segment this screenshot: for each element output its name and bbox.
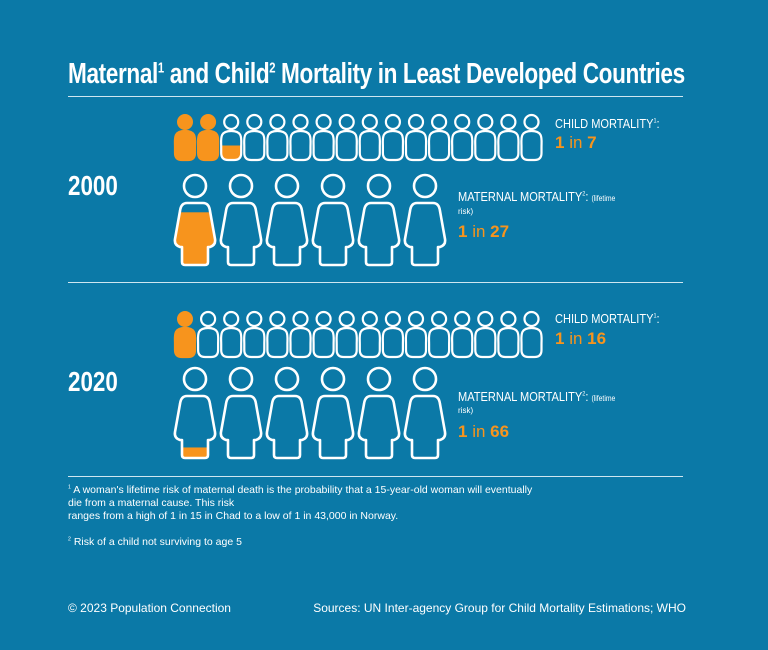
woman-figure-icon	[357, 173, 401, 267]
woman-figure-icon	[173, 366, 217, 460]
footnote-1: 1 A woman's lifetime risk of maternal de…	[68, 484, 533, 522]
child-figure-icon	[381, 113, 405, 162]
child-figure-icon	[335, 113, 358, 162]
fill-level	[174, 328, 196, 357]
title-divider	[68, 96, 683, 97]
maternal-mortality-note: risk)	[458, 207, 474, 216]
child-figure-icon	[427, 310, 451, 359]
child-figure-icon	[427, 113, 451, 162]
child-figure-icon	[497, 310, 520, 359]
child-mortality-label: CHILD MORTALITY1:	[555, 116, 660, 131]
child-figure-icon	[173, 114, 197, 162]
child-mortality-label: CHILD MORTALITY1:	[555, 311, 660, 326]
child-figure-icon	[497, 113, 520, 162]
woman-figure-icon	[219, 173, 263, 267]
child-figure-icon	[335, 310, 358, 359]
child-figure-icon	[312, 113, 335, 162]
child-figure-icon	[219, 113, 243, 162]
child-figure-icon	[173, 311, 197, 359]
maternal-mortality-value: 1 in 27	[458, 222, 510, 241]
fill-level	[197, 131, 219, 160]
woman-figure-icon	[403, 366, 447, 460]
woman-figure-icon	[265, 173, 309, 267]
child-figure-icon	[312, 310, 335, 359]
child-figure-icon	[196, 310, 220, 359]
child-figure-icon	[243, 113, 266, 162]
maternal-mortality-label: MATERNAL MORTALITY2: (lifetime	[458, 189, 616, 204]
child-figure-icon	[520, 310, 543, 359]
child-figure-icon	[474, 310, 497, 359]
copyright: © 2023 Population Connection	[68, 601, 231, 615]
woman-figure-icon	[173, 173, 217, 267]
child-figure-icon	[404, 113, 428, 162]
footnote-2: 2 Risk of a child not surviving to age 5	[68, 536, 242, 548]
child-figure-icon	[520, 113, 543, 162]
child-figure-icon	[381, 310, 405, 359]
woman-figure-icon	[311, 173, 355, 267]
woman-figure-icon	[265, 366, 309, 460]
woman-figure-icon	[357, 366, 401, 460]
child-figure-icon	[266, 310, 289, 359]
child-figure-icon	[243, 310, 266, 359]
year-label-2000: 2000	[68, 170, 118, 201]
woman-figure-icon	[403, 173, 447, 267]
maternal-mortality-label: MATERNAL MORTALITY2: (lifetime	[458, 389, 616, 404]
child-mortality-value: 1 in 7	[555, 133, 597, 152]
child-figure-icon	[196, 114, 220, 162]
child-mortality-value: 1 in 16	[555, 329, 607, 348]
footnote-divider	[68, 476, 683, 477]
fill-level	[174, 131, 196, 160]
child-figure-icon	[450, 113, 474, 162]
child-figure-icon	[474, 113, 497, 162]
sources: Sources: UN Inter-agency Group for Child…	[313, 601, 686, 615]
maternal-mortality-note: risk)	[458, 406, 474, 415]
fill-level	[221, 145, 242, 160]
section-divider	[68, 282, 683, 283]
child-figure-icon	[289, 310, 312, 359]
woman-figure-icon	[219, 366, 263, 460]
child-figure-icon	[450, 310, 474, 359]
maternal-mortality-value: 1 in 66	[458, 422, 510, 441]
child-figure-icon	[358, 310, 382, 359]
child-figure-icon	[219, 310, 243, 359]
year-label-2020: 2020	[68, 366, 118, 397]
page-title: Maternal1 and Child2 Mortality in Least …	[68, 58, 685, 90]
child-figure-icon	[289, 113, 312, 162]
fill-level	[174, 447, 216, 458]
child-figure-icon	[404, 310, 428, 359]
child-figure-icon	[358, 113, 382, 162]
woman-figure-icon	[311, 366, 355, 460]
child-figure-icon	[266, 113, 289, 162]
